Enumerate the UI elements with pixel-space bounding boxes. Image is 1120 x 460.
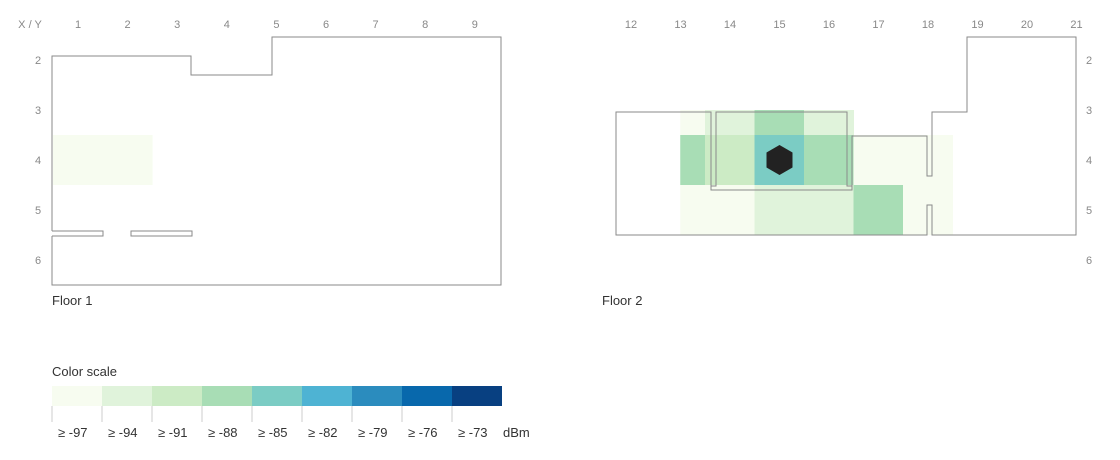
x-tick-label: 2 <box>125 19 131 31</box>
axis-corner-label: X / Y <box>18 19 42 31</box>
legend-swatch <box>252 386 302 406</box>
legend-step-label: ≥ -91 <box>158 425 188 440</box>
legend-swatch <box>452 386 502 406</box>
x-tick-label: 6 <box>323 19 329 31</box>
x-tick-label: 3 <box>174 19 180 31</box>
heatmap-cell <box>804 185 854 235</box>
x-tick-label: 20 <box>1021 19 1033 31</box>
x-tick-label: 18 <box>922 19 934 31</box>
x-tick-label: 8 <box>422 19 428 31</box>
legend-step-label: ≥ -94 <box>108 425 138 440</box>
legend-step-label: ≥ -85 <box>258 425 288 440</box>
x-tick-label: 16 <box>823 19 835 31</box>
heatmap-cell <box>705 135 755 185</box>
legend-step-label: ≥ -88 <box>208 425 238 440</box>
legend-unit-label: dBm <box>503 425 530 440</box>
heatmap-cell <box>705 185 755 235</box>
legend-step-label: ≥ -79 <box>358 425 388 440</box>
legend-swatch <box>102 386 152 406</box>
heatmap-cell <box>903 135 953 185</box>
x-tick-label: 5 <box>273 19 279 31</box>
floor-1-wall-stub <box>52 230 104 237</box>
y-tick-label: 5 <box>1086 205 1092 217</box>
x-tick-label: 15 <box>773 19 785 31</box>
heatmap-cell <box>853 135 904 185</box>
y-tick-label: 2 <box>1086 55 1092 67</box>
y-tick-label: 4 <box>35 155 41 167</box>
floor-2-inner-wall <box>710 186 853 191</box>
x-tick-label: 9 <box>472 19 478 31</box>
legend-swatch <box>352 386 402 406</box>
legend-step-label: ≥ -82 <box>308 425 338 440</box>
x-tick-label: 4 <box>224 19 230 31</box>
x-tick-label: 13 <box>674 19 686 31</box>
heatmap-cell <box>903 185 953 235</box>
y-tick-label: 4 <box>1086 155 1092 167</box>
y-tick-label: 3 <box>35 105 41 117</box>
y-tick-label: 2 <box>35 55 41 67</box>
floor-1-wall-segment <box>130 230 193 237</box>
legend-swatch <box>152 386 202 406</box>
heatmap-cell <box>754 185 805 235</box>
legend-step-label: ≥ -97 <box>58 425 88 440</box>
legend-step-label: ≥ -73 <box>458 425 488 440</box>
legend-swatch <box>402 386 452 406</box>
floor-name-label: Floor 1 <box>52 293 92 308</box>
floor-name-label: Floor 2 <box>602 293 642 308</box>
legend-step-label: ≥ -76 <box>408 425 438 440</box>
x-tick-label: 19 <box>971 19 983 31</box>
x-tick-label: 7 <box>373 19 379 31</box>
y-tick-label: 3 <box>1086 105 1092 117</box>
heatmap-cell <box>53 135 103 185</box>
heatmap-cell <box>853 185 904 235</box>
floor-1-outline <box>51 36 502 286</box>
legend-swatch <box>202 386 252 406</box>
floor-2-outline <box>615 36 1077 236</box>
heatmap-cell <box>102 135 153 185</box>
heatmap-cell <box>804 135 854 185</box>
x-tick-label: 21 <box>1070 19 1082 31</box>
x-tick-label: 1 <box>75 19 81 31</box>
x-tick-label: 12 <box>625 19 637 31</box>
access-point-icon[interactable] <box>766 145 793 175</box>
legend-title: Color scale <box>52 364 117 379</box>
y-tick-label: 6 <box>35 255 41 267</box>
y-tick-label: 6 <box>1086 255 1092 267</box>
legend-swatch <box>52 386 102 406</box>
x-tick-label: 14 <box>724 19 736 31</box>
legend-swatch <box>302 386 352 406</box>
x-tick-label: 17 <box>872 19 884 31</box>
y-tick-label: 5 <box>35 205 41 217</box>
